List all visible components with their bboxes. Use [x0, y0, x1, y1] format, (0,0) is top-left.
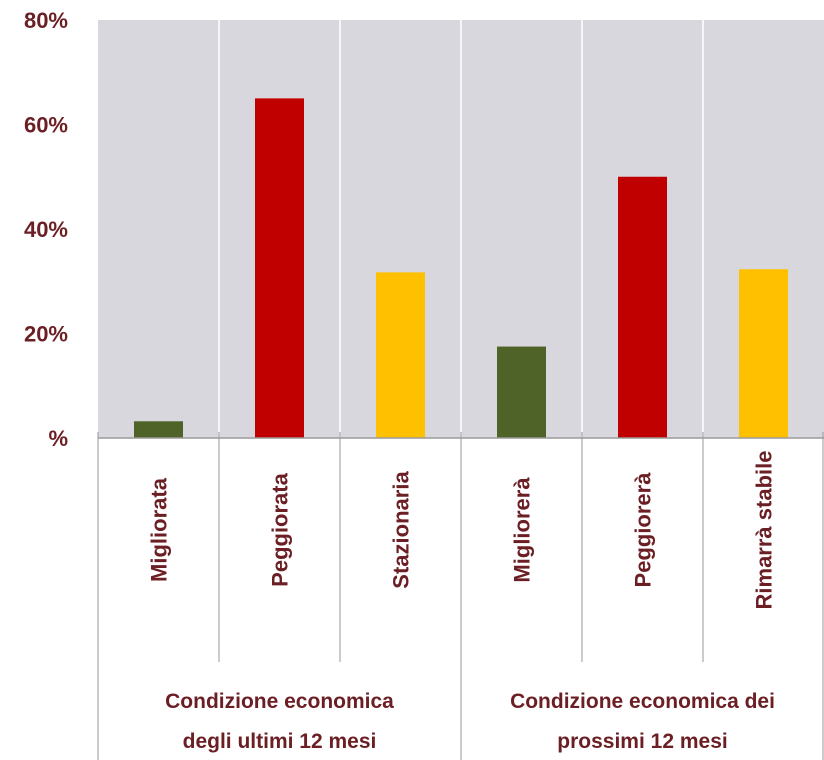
category-label: Peggiorerà: [631, 472, 656, 588]
bar-3: [376, 272, 425, 438]
bar-6: [739, 269, 788, 438]
bar-5: [618, 176, 667, 438]
y-tick-label: 60%: [24, 113, 68, 138]
bar-1: [134, 421, 183, 438]
group-label: Condizione economica: [165, 690, 394, 713]
category-label: Migliorata: [147, 477, 172, 582]
y-tick-label: %: [48, 426, 68, 451]
bar-4: [497, 346, 546, 438]
group-label: Condizione economica dei: [510, 690, 775, 713]
category-label: Migliorerà: [510, 477, 535, 583]
axes: [97, 432, 824, 760]
category-label: Peggiorata: [268, 472, 293, 586]
labels: % 20% 40% 60% 80% Migliorata Peggiorata Stazion…: [24, 8, 777, 753]
y-tick-label: 80%: [24, 8, 68, 33]
plot-area: [98, 20, 824, 438]
group-label: degli ultimi 12 mesi: [183, 730, 377, 753]
category-label: Stazionaria: [389, 471, 414, 589]
group-label: prossimi 12 mesi: [557, 730, 727, 753]
category-label: Rimarrà stabile: [752, 451, 777, 610]
bar-2: [255, 98, 304, 438]
y-tick-label: 20%: [24, 322, 68, 347]
y-tick-label: 40%: [24, 217, 68, 242]
bars: [134, 98, 788, 438]
